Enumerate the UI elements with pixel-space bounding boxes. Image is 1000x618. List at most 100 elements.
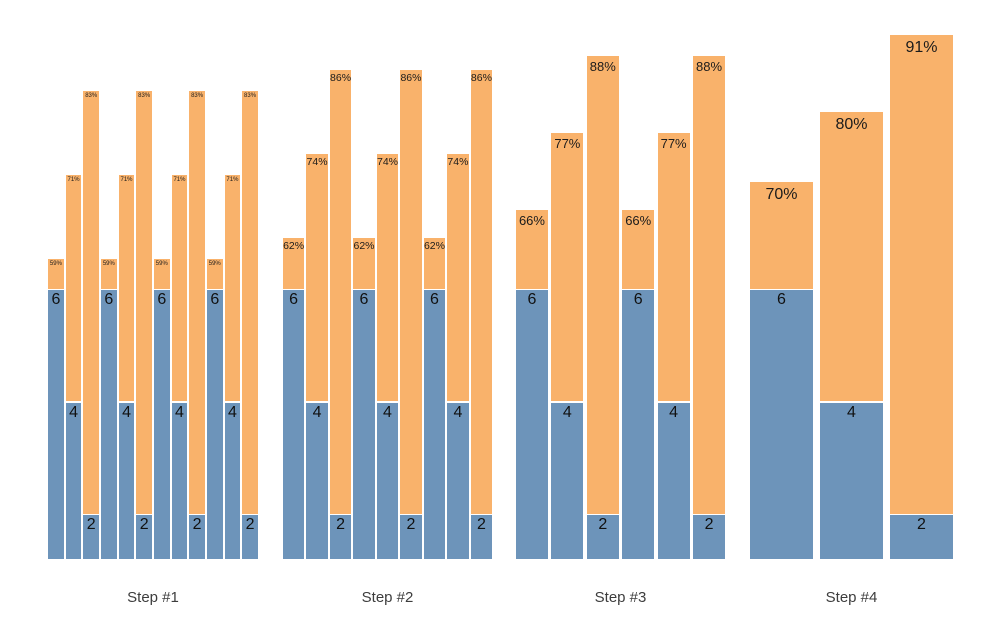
pct-label: 77% <box>660 136 687 151</box>
stacked-bar: 86% 2 <box>400 70 422 559</box>
group-label-step-4: Step #4 <box>825 589 878 606</box>
bar-segment-percent: 86% <box>400 70 422 514</box>
bar-segment-percent: 86% <box>329 70 352 514</box>
bar-segment-count: 4 <box>820 402 883 559</box>
bar-segment-count: 4 <box>551 402 584 559</box>
bar-segment-percent: 66% <box>622 210 655 289</box>
bar-segment-count: 4 <box>306 402 328 559</box>
bar-segment-percent: 74% <box>447 154 469 401</box>
bar-segment-count: 6 <box>153 290 170 559</box>
bar-segment-count: 2 <box>189 515 206 559</box>
count-label: 2 <box>476 516 486 533</box>
stacked-bar: 77% 4 <box>551 133 584 559</box>
bar-segment-percent: 83% <box>242 91 258 514</box>
bar-segment-percent: 74% <box>306 154 328 401</box>
pct-label: 86% <box>330 72 352 84</box>
bar-segment-count: 2 <box>83 515 100 559</box>
pct-label: 71% <box>226 177 239 183</box>
count-label: 6 <box>51 291 61 308</box>
stacked-bar: 70% 6 <box>750 182 813 559</box>
pct-label: 62% <box>283 240 305 252</box>
stacked-bar: 59% 6 <box>206 259 223 559</box>
count-label: 4 <box>453 403 463 421</box>
count-label: 6 <box>157 291 167 308</box>
stacked-bar: 88% 2 <box>693 56 725 559</box>
count-label: 2 <box>139 516 149 533</box>
group-label-step-2: Step #2 <box>361 589 414 606</box>
pct-label: 74% <box>306 156 328 168</box>
bar-segment-percent: 62% <box>283 238 305 289</box>
pct-label: 91% <box>905 39 938 56</box>
bar-segment-percent: 71% <box>224 175 241 401</box>
bar-segment-count: 2 <box>242 515 258 559</box>
bar-segment-count: 2 <box>890 515 953 559</box>
bar-segment-percent: 59% <box>48 259 64 289</box>
count-label: 6 <box>289 291 299 308</box>
bar-segment-count: 6 <box>48 290 64 559</box>
stacked-bar: 71% 4 <box>118 175 135 559</box>
bar-segment-percent: 70% <box>750 182 813 289</box>
count-label: 6 <box>429 291 439 308</box>
bar-segment-percent: 71% <box>118 175 135 401</box>
bar-segment-percent: 59% <box>153 259 170 289</box>
pct-label: 71% <box>120 177 133 183</box>
pct-label: 86% <box>400 72 422 84</box>
bar-segment-percent: 66% <box>516 210 548 289</box>
stacked-bar: 83% 2 <box>189 91 206 559</box>
bar-segment-count: 6 <box>283 290 305 559</box>
stacked-bar: 71% 4 <box>224 175 241 559</box>
pct-label: 66% <box>518 213 545 228</box>
bar-segment-percent: 88% <box>586 56 619 514</box>
bar-segment-percent: 80% <box>820 112 883 401</box>
stacked-bar: 83% 2 <box>83 91 100 559</box>
bar-segment-percent: 77% <box>551 133 584 401</box>
bar-segment-percent: 77% <box>657 133 690 401</box>
count-label: 4 <box>312 403 322 421</box>
bar-segment-count: 6 <box>750 290 813 559</box>
bar-segment-percent: 86% <box>470 70 492 514</box>
stacked-bar: 59% 6 <box>100 259 117 559</box>
count-label: 4 <box>562 403 572 421</box>
bar-segment-count: 2 <box>136 515 153 559</box>
stacked-bar: 86% 2 <box>470 70 492 559</box>
stacked-bar: 74% 4 <box>447 154 469 559</box>
stacked-bar: 80% 4 <box>820 112 883 559</box>
count-label: 4 <box>122 403 131 421</box>
pct-label: 62% <box>423 240 445 252</box>
bar-segment-count: 6 <box>100 290 117 559</box>
pct-label: 71% <box>173 177 186 183</box>
bar-segment-count: 2 <box>400 515 422 559</box>
count-label: 4 <box>847 403 856 421</box>
stacked-bar: 88% 2 <box>586 56 619 559</box>
bar-segment-percent: 83% <box>83 91 100 514</box>
stacked-bar: 83% 2 <box>242 91 258 559</box>
bar-segment-percent: 83% <box>189 91 206 514</box>
count-label: 4 <box>227 403 237 421</box>
count-label: 2 <box>917 516 926 533</box>
stacked-bar: 91% 2 <box>890 35 953 559</box>
pct-label: 83% <box>191 93 204 99</box>
stacked-bar: 62% 6 <box>423 238 446 559</box>
bar-segment-count: 2 <box>329 515 352 559</box>
count-label: 2 <box>406 516 416 533</box>
count-label: 4 <box>175 403 184 421</box>
group-label-step-1: Step #1 <box>127 589 179 606</box>
bar-segment-count: 4 <box>224 402 241 559</box>
pct-label: 80% <box>835 116 868 133</box>
stacked-bar: 62% 6 <box>283 238 305 559</box>
group-label-step-3: Step #3 <box>594 589 647 606</box>
count-label: 2 <box>192 516 202 533</box>
bar-segment-count: 6 <box>423 290 446 559</box>
pct-label: 62% <box>353 240 375 252</box>
bar-segment-count: 6 <box>206 290 223 559</box>
pct-label: 59% <box>208 261 221 267</box>
pct-label: 66% <box>625 213 652 228</box>
bar-segment-percent: 59% <box>100 259 117 289</box>
count-label: 2 <box>704 516 714 533</box>
count-label: 6 <box>633 291 643 308</box>
count-label: 6 <box>527 291 537 308</box>
bar-segment-count: 4 <box>447 402 469 559</box>
bar-segment-count: 4 <box>171 402 188 559</box>
pct-label: 59% <box>155 261 168 267</box>
